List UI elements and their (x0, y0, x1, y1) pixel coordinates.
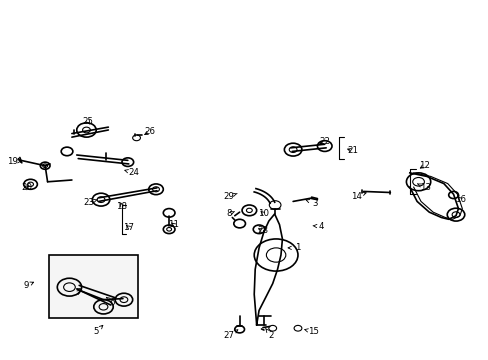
Text: 8: 8 (226, 210, 234, 219)
Text: 19: 19 (7, 157, 21, 166)
Text: 14: 14 (350, 192, 366, 201)
Text: 28: 28 (257, 226, 268, 235)
Text: 1: 1 (287, 243, 300, 252)
Text: 6: 6 (106, 297, 115, 307)
Text: 17: 17 (123, 222, 134, 231)
Text: 16: 16 (454, 195, 466, 204)
Text: 5: 5 (93, 325, 102, 336)
Text: 15: 15 (304, 327, 318, 336)
Text: 2: 2 (265, 329, 273, 340)
Text: 20: 20 (21, 183, 32, 192)
Bar (49, 255, 137, 318)
Text: 24: 24 (124, 168, 139, 177)
Text: 29: 29 (223, 192, 237, 201)
Text: 25: 25 (82, 117, 93, 126)
Text: 12: 12 (418, 161, 429, 170)
Text: 7: 7 (75, 288, 81, 297)
Text: 9: 9 (24, 281, 34, 290)
Text: 4: 4 (312, 222, 324, 231)
Text: 22: 22 (319, 137, 329, 146)
Text: 18: 18 (116, 202, 127, 211)
Text: 21: 21 (346, 146, 357, 155)
Text: 11: 11 (168, 220, 179, 229)
Text: 10: 10 (258, 210, 269, 219)
Text: 23: 23 (83, 198, 97, 207)
Text: 3: 3 (305, 199, 317, 208)
Text: 26: 26 (144, 127, 155, 136)
Text: 13: 13 (417, 183, 430, 192)
Text: 27: 27 (223, 330, 237, 340)
